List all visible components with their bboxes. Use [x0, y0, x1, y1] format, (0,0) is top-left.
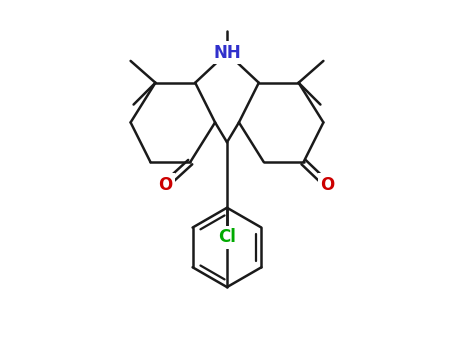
Text: Cl: Cl [218, 229, 236, 246]
Text: O: O [158, 176, 172, 194]
Text: O: O [320, 176, 334, 194]
Text: NH: NH [213, 44, 241, 62]
